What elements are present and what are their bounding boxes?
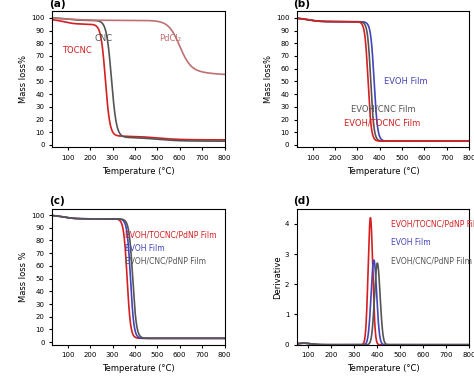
Text: TOCNC: TOCNC bbox=[62, 46, 92, 56]
X-axis label: Temperature (°C): Temperature (°C) bbox=[347, 167, 419, 176]
Text: (d): (d) bbox=[293, 196, 310, 206]
Text: EVOH/CNC/PdNP Film: EVOH/CNC/PdNP Film bbox=[391, 256, 472, 265]
Text: (c): (c) bbox=[49, 196, 64, 206]
Text: (a): (a) bbox=[49, 0, 65, 9]
Text: PdCl₂: PdCl₂ bbox=[160, 34, 182, 43]
Text: EVOH Film: EVOH Film bbox=[384, 77, 428, 86]
Text: EVOH Film: EVOH Film bbox=[391, 238, 431, 247]
X-axis label: Temperature (°C): Temperature (°C) bbox=[102, 167, 174, 176]
Text: EVOH Film: EVOH Film bbox=[125, 244, 164, 253]
Text: EVOH/TOCNC Film: EVOH/TOCNC Film bbox=[344, 119, 420, 128]
Y-axis label: Mass loss%: Mass loss% bbox=[264, 56, 273, 103]
Text: (b): (b) bbox=[293, 0, 310, 9]
Text: EVOH/TOCNC/PdNP Film: EVOH/TOCNC/PdNP Film bbox=[391, 220, 474, 229]
Y-axis label: Mass loss%: Mass loss% bbox=[19, 56, 28, 103]
Text: EVOH/CNC Film: EVOH/CNC Film bbox=[351, 105, 415, 114]
X-axis label: Temperature (°C): Temperature (°C) bbox=[347, 364, 419, 373]
Text: EVOH/TOCNC/PdNP Film: EVOH/TOCNC/PdNP Film bbox=[125, 231, 217, 240]
Text: CNC: CNC bbox=[95, 34, 113, 43]
X-axis label: Temperature (°C): Temperature (°C) bbox=[102, 364, 174, 373]
Text: EVOH/CNC/PdNP Film: EVOH/CNC/PdNP Film bbox=[125, 256, 206, 265]
Y-axis label: Derivative: Derivative bbox=[273, 255, 282, 298]
Y-axis label: Mass loss %: Mass loss % bbox=[19, 251, 28, 302]
